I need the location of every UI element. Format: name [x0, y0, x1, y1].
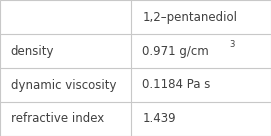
Text: 1.439: 1.439 [142, 112, 176, 126]
Text: 0.971 g/cm: 0.971 g/cm [142, 44, 209, 58]
Text: 3: 3 [230, 40, 235, 49]
Text: 1,2–pentanediol: 1,2–pentanediol [142, 10, 237, 24]
Text: refractive index: refractive index [11, 112, 104, 126]
Text: density: density [11, 44, 54, 58]
Text: dynamic viscosity: dynamic viscosity [11, 78, 116, 92]
Text: 0.1184 Pa s: 0.1184 Pa s [142, 78, 211, 92]
